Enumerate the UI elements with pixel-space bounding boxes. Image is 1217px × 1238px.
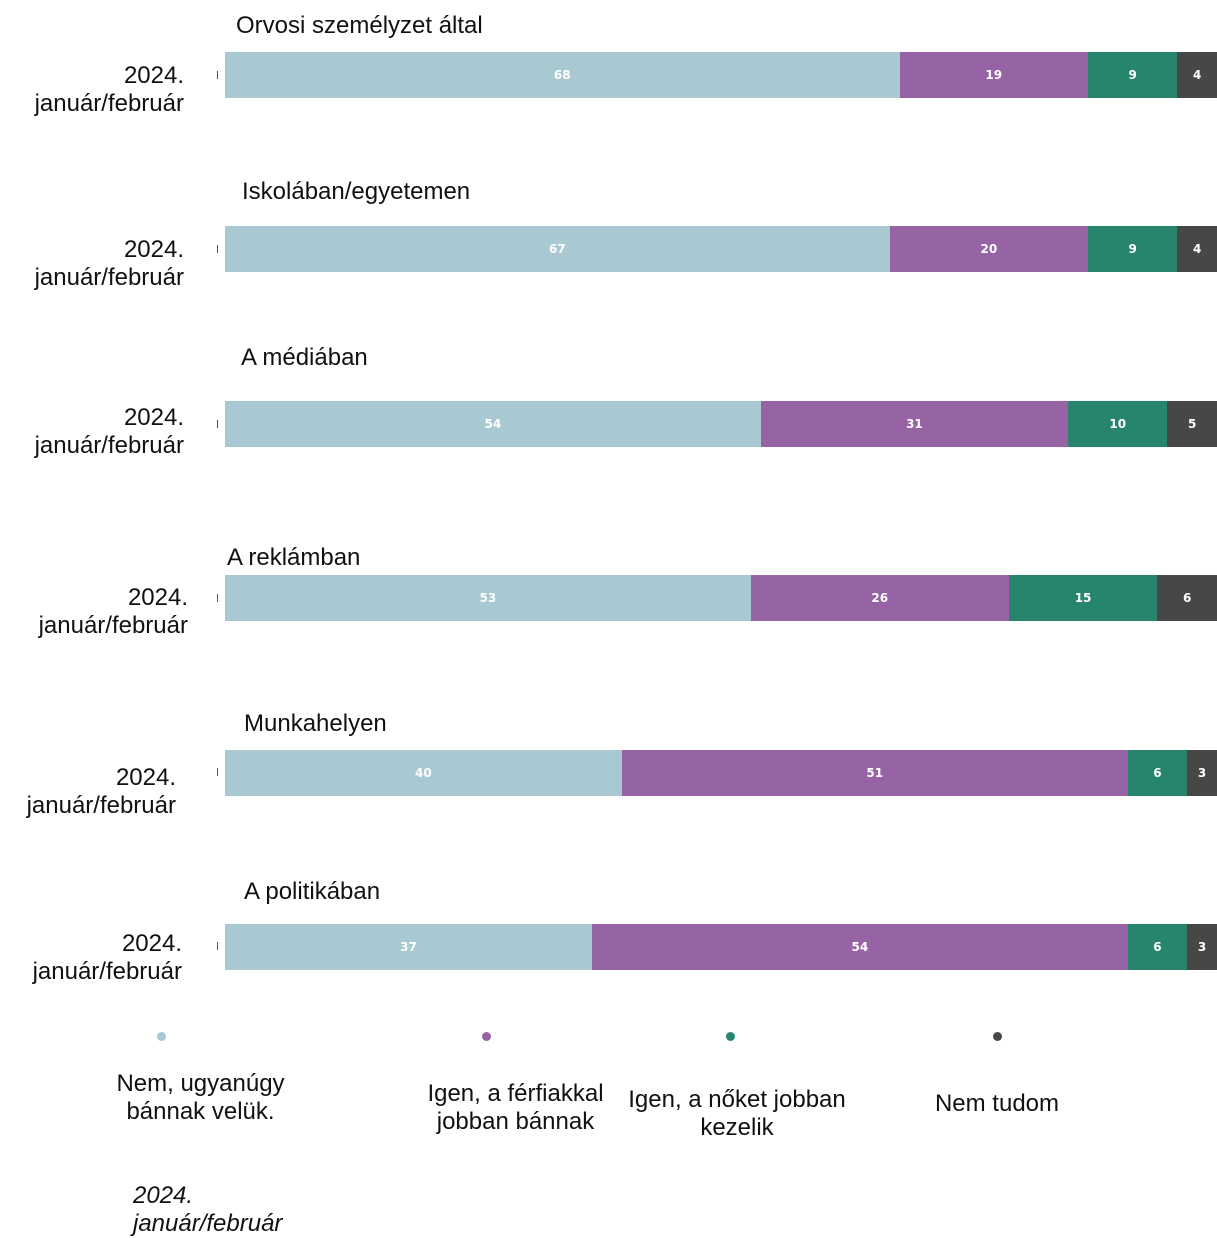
data-label: 26 [871, 591, 889, 605]
segment-nem: 54 [225, 401, 761, 447]
segment-ferfiak: 54 [592, 924, 1128, 970]
legend-label-nem-tudom: Nem tudom [934, 1090, 1060, 1117]
segment-nem-tudom: 3 [1187, 924, 1217, 970]
legend-dot-nok [726, 1032, 735, 1041]
data-label: 4 [1192, 68, 1202, 82]
data-label: 3 [1197, 766, 1207, 780]
data-label: 5 [1187, 417, 1197, 431]
data-label: 9 [1128, 68, 1137, 82]
axis-tick [217, 420, 218, 428]
row-label: 2024. január/február [26, 764, 176, 819]
data-label: 6 [1153, 766, 1162, 780]
data-label: 40 [415, 766, 432, 780]
row-label: 2024. január/február [34, 236, 184, 291]
data-label: 10 [1109, 417, 1127, 431]
segment-ferfiak: 19 [899, 52, 1089, 98]
group-title-iskola: Iskolában/egyetemen [242, 178, 471, 205]
data-label: 53 [479, 591, 497, 605]
data-label: 37 [400, 940, 417, 954]
segment-nok: 15 [1008, 575, 1158, 621]
data-label: 68 [553, 68, 571, 82]
data-label: 9 [1128, 242, 1137, 256]
segment-nem: 40 [225, 750, 622, 796]
footnote-period: 2024. január/február [133, 1182, 283, 1237]
segment-nok: 6 [1127, 750, 1188, 796]
data-label: 4 [1192, 242, 1202, 256]
legend-dot-nem-tudom [993, 1032, 1002, 1041]
segment-nem-tudom: 6 [1157, 575, 1217, 621]
data-label: 6 [1183, 591, 1192, 605]
segment-nem: 68 [225, 52, 900, 98]
segment-nok: 6 [1127, 924, 1188, 970]
segment-ferfiak: 51 [621, 750, 1128, 796]
group-title-media: A médiában [241, 344, 368, 371]
row-label: 2024. január/február [32, 930, 182, 985]
segment-nem: 37 [225, 924, 593, 970]
segment-ferfiak: 26 [750, 575, 1009, 621]
data-label: 51 [866, 766, 884, 780]
data-label: 31 [906, 417, 923, 431]
group-title-politika: A politikában [244, 878, 381, 905]
data-label: 67 [548, 242, 566, 256]
stacked-bar: 68 19 9 4 [225, 52, 1217, 98]
segment-ferfiak: 31 [760, 401, 1069, 447]
segment-nem-tudom: 3 [1187, 750, 1217, 796]
group-title-orvosi: Orvosi személyzet által [236, 12, 483, 39]
data-label: 54 [851, 940, 869, 954]
row-label: 2024. január/február [34, 62, 184, 117]
stacked-bar: 54 31 10 5 [225, 401, 1217, 447]
axis-tick [217, 768, 218, 776]
segment-nem-tudom: 4 [1177, 52, 1217, 98]
data-label: 6 [1153, 940, 1162, 954]
legend-dot-ferfiak [482, 1032, 491, 1041]
segment-nok: 9 [1088, 52, 1178, 98]
stacked-bar: 40 51 6 3 [225, 750, 1217, 796]
data-label: 15 [1074, 591, 1092, 605]
stacked-bar: 67 20 9 4 [225, 226, 1217, 272]
data-label: 20 [980, 242, 998, 256]
data-label: 54 [484, 417, 502, 431]
legend-label-nok: Igen, a nőket jobban kezelik [628, 1086, 846, 1141]
stacked-bar: 53 26 15 6 [225, 575, 1217, 621]
axis-tick [217, 71, 218, 79]
legend-dot-nem [157, 1032, 166, 1041]
data-label: 3 [1197, 940, 1207, 954]
legend-label-ferfiak: Igen, a férfiakkal jobban bánnak [427, 1080, 604, 1135]
group-title-munkahely: Munkahelyen [244, 710, 387, 737]
segment-nem: 67 [225, 226, 890, 272]
axis-tick [217, 594, 218, 602]
group-title-reklam: A reklámban [227, 544, 361, 571]
row-label: 2024. január/február [34, 404, 184, 459]
axis-tick [217, 942, 218, 950]
data-label: 19 [985, 68, 1003, 82]
legend-label-nem: Nem, ugyanúgy bánnak velük. [116, 1070, 285, 1125]
segment-nem-tudom: 4 [1177, 226, 1217, 272]
axis-tick [217, 245, 218, 253]
stacked-bar: 37 54 6 3 [225, 924, 1217, 970]
segment-nok: 10 [1068, 401, 1168, 447]
segment-nem-tudom: 5 [1167, 401, 1217, 447]
segment-nem: 53 [225, 575, 751, 621]
segment-nok: 9 [1088, 226, 1178, 272]
row-label: 2024. január/február [38, 584, 188, 639]
segment-ferfiak: 20 [889, 226, 1089, 272]
